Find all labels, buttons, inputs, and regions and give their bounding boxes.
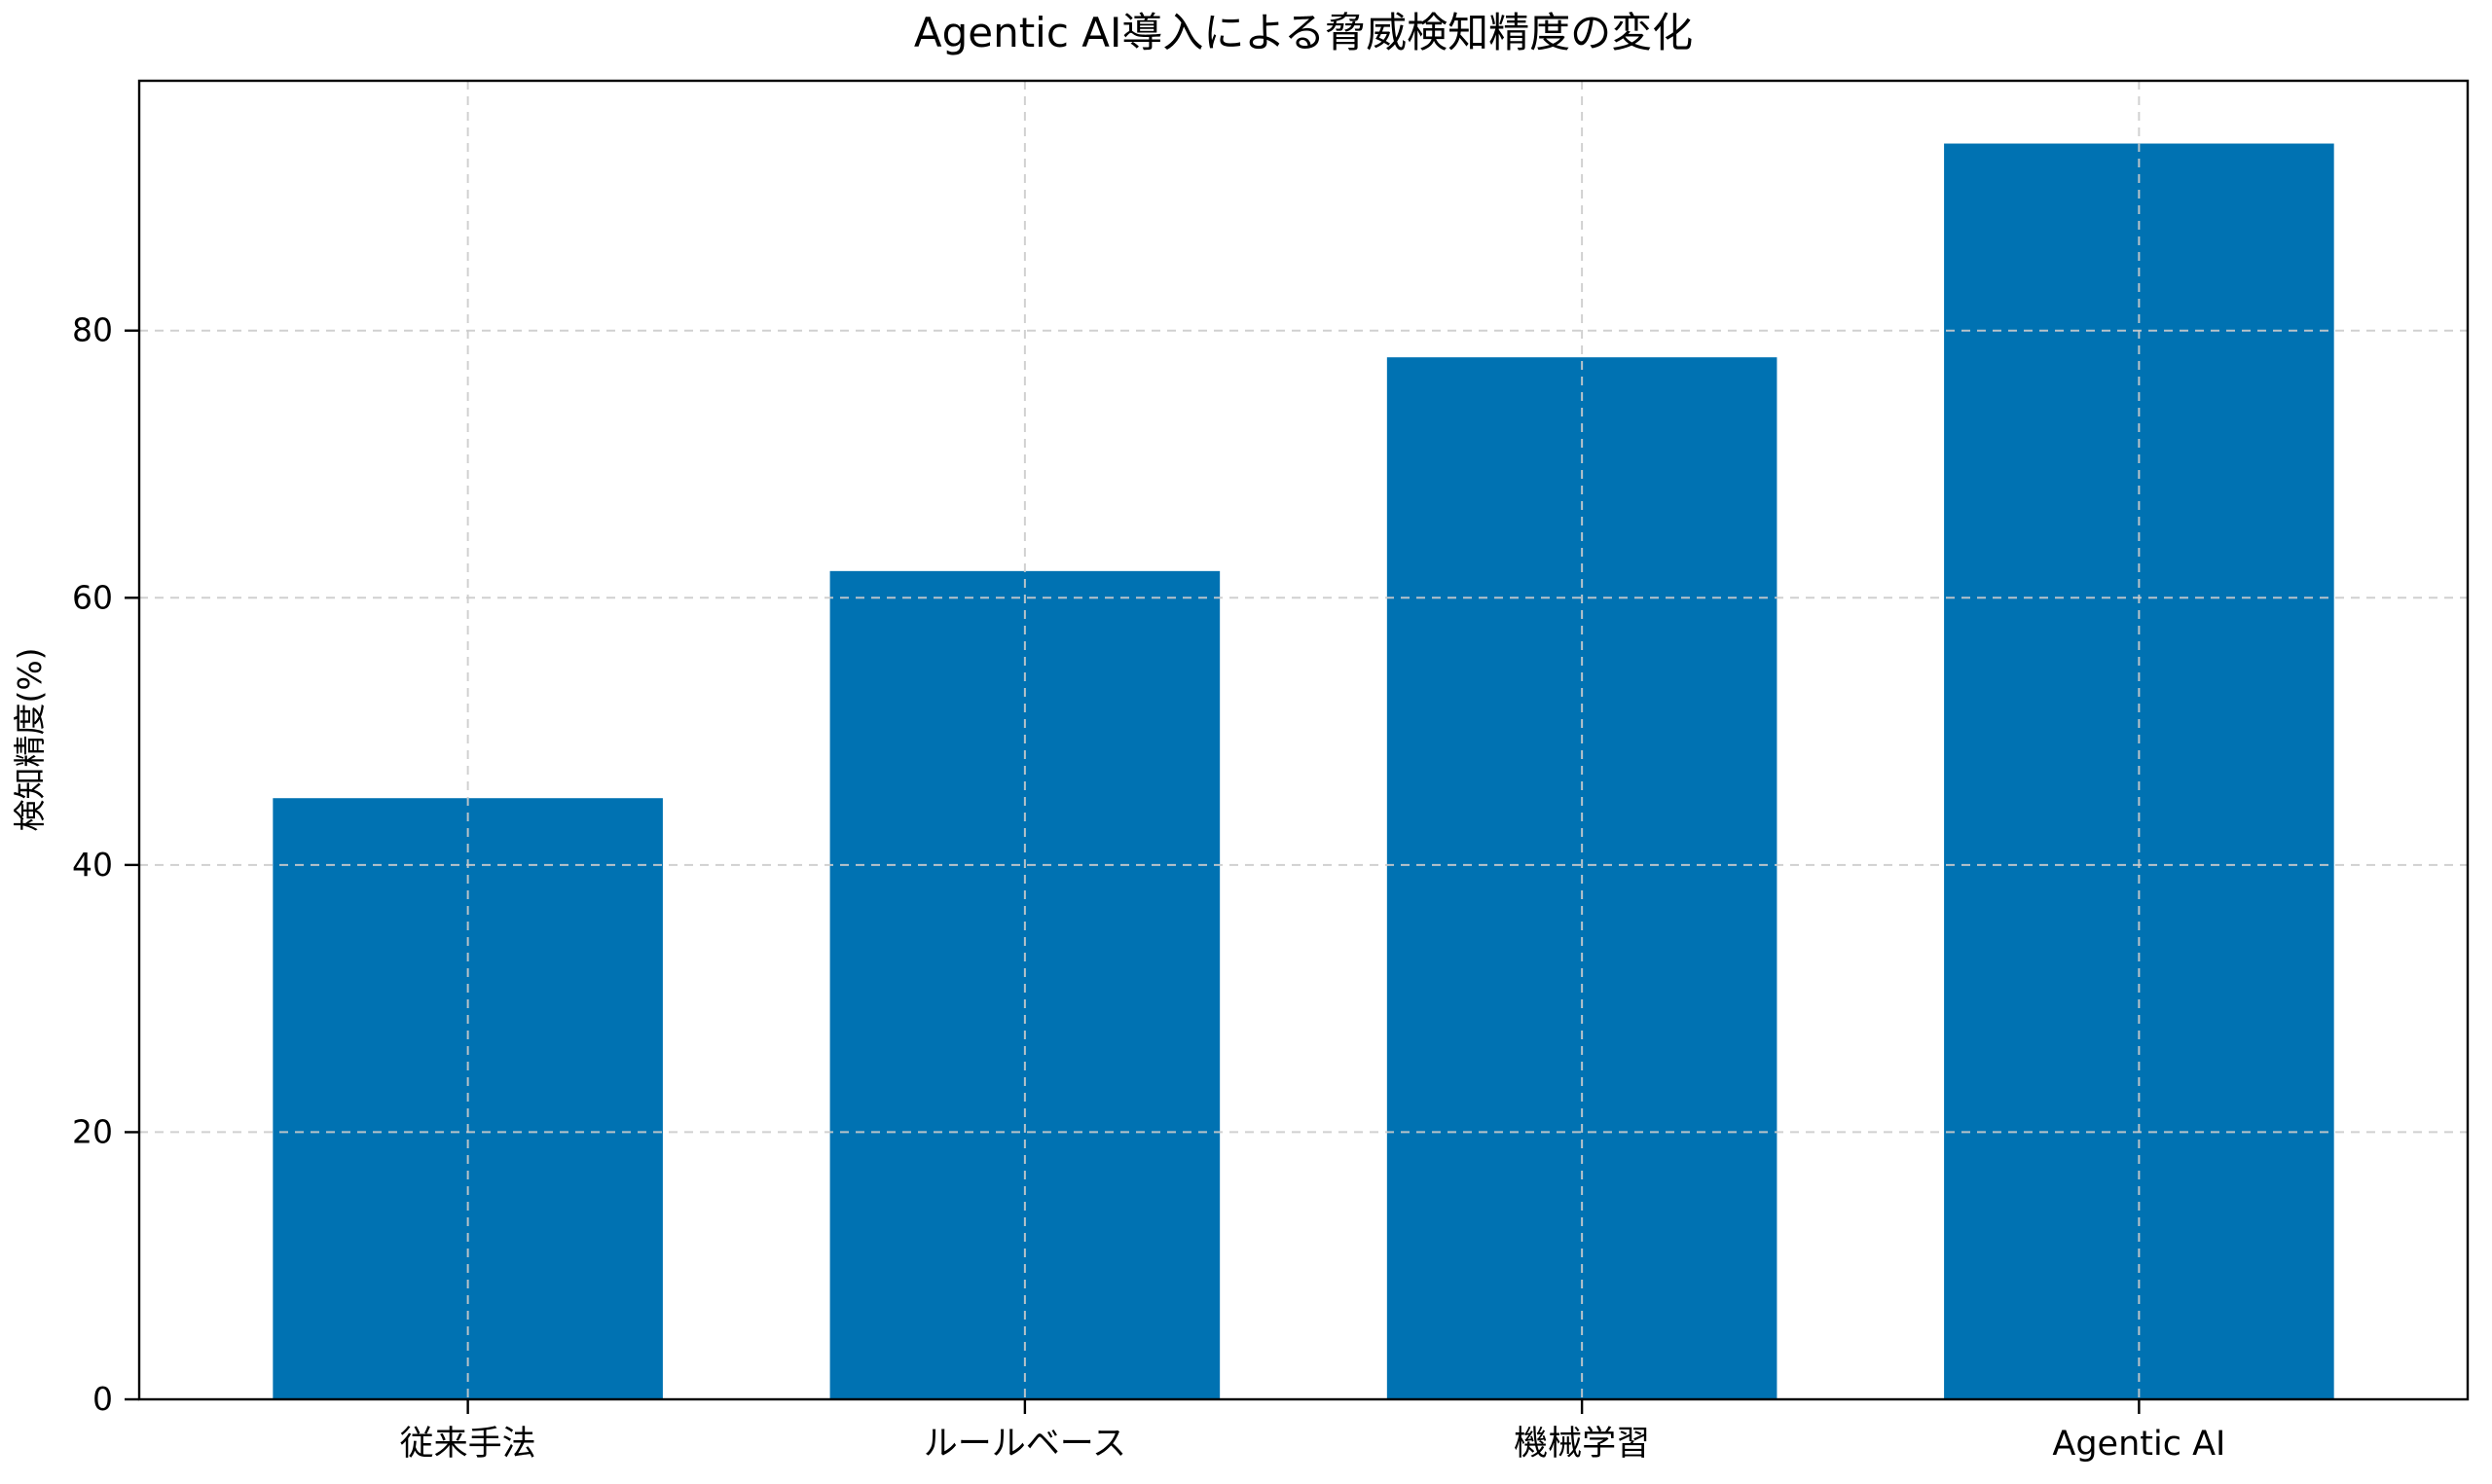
y-tick-label: 0	[92, 1380, 113, 1418]
tick-label-layer: 0 20 40 60 80 従来手法 ルールベース 機械学習 Agentic AI	[72, 311, 2225, 1464]
x-category-label: 従来手法	[400, 1425, 536, 1464]
y-tick-label: 80	[72, 311, 113, 349]
bars-layer	[273, 143, 2334, 1399]
x-category-label: Agentic AI	[2052, 1425, 2225, 1464]
y-tick-label: 40	[72, 846, 113, 884]
axes-layer	[125, 79, 2470, 1414]
y-axis-label: 検知精度(%)	[11, 647, 49, 831]
grid-layer	[139, 81, 2468, 1399]
y-tick-label: 60	[72, 578, 113, 616]
y-tick-label: 20	[72, 1112, 113, 1150]
x-category-label: ルールベース	[924, 1425, 1126, 1464]
plot-border	[137, 79, 2470, 1401]
chart-title: Agentic AI導入による脅威検知精度の変化	[914, 9, 1693, 56]
x-category-label: 機械学習	[1514, 1425, 1650, 1464]
